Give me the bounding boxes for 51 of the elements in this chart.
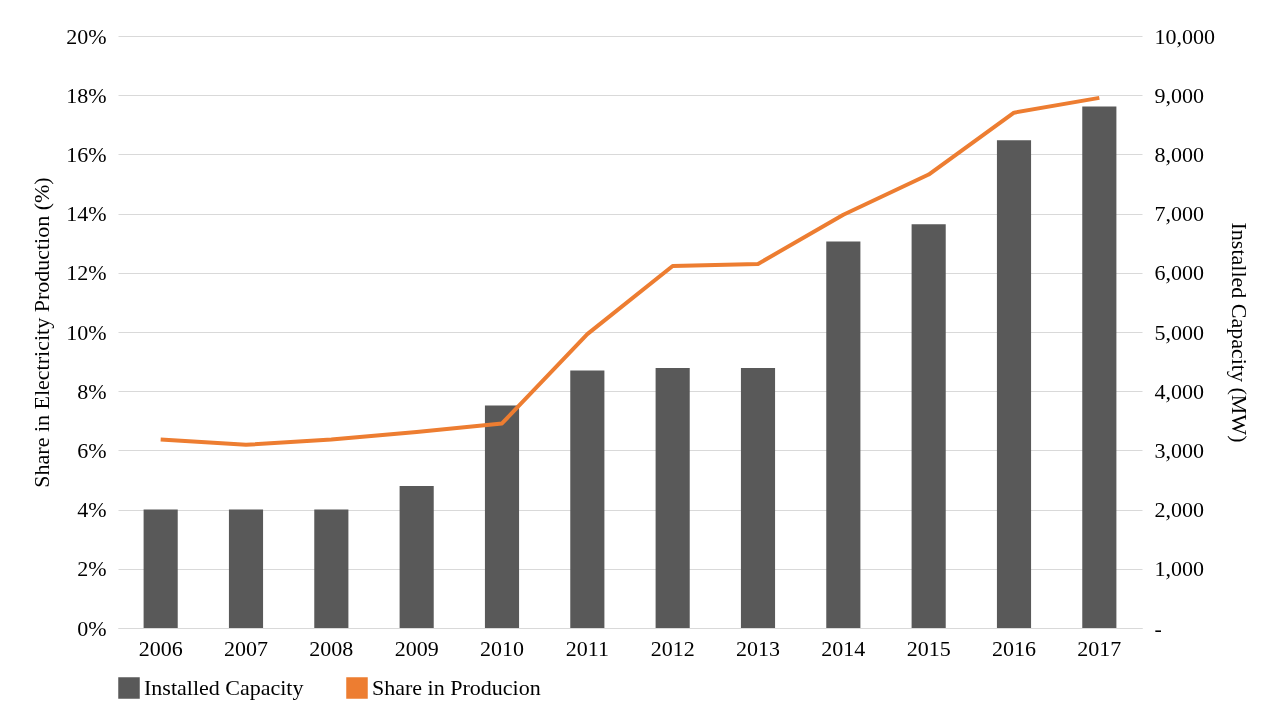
y-tick-label: 0%: [77, 615, 107, 641]
y2-tick-label: 5,000: [1154, 319, 1204, 345]
bar: [740, 368, 776, 628]
legend-label: Installed Capacity: [144, 675, 304, 700]
y2-tick-label: 2,000: [1154, 497, 1204, 523]
bar: [996, 140, 1032, 628]
y-tick-label: 14%: [66, 201, 107, 227]
y-tick-label: 8%: [77, 378, 107, 404]
x-tick-label: 2011: [565, 635, 609, 661]
y2-tick-label: 9,000: [1154, 82, 1204, 108]
x-tick-label: 2014: [821, 635, 866, 661]
y2-tick-label: 4,000: [1154, 378, 1204, 404]
x-tick-label: 2016: [992, 635, 1036, 661]
y-tick-label: 16%: [66, 141, 107, 167]
bar: [1082, 106, 1117, 628]
line-series: [158, 95, 1102, 447]
x-tick-label: 2013: [736, 635, 780, 661]
x-tick-label: 2007: [224, 635, 268, 661]
bar: [570, 370, 605, 628]
bar: [228, 509, 264, 628]
x-tick-label: 2009: [394, 635, 439, 661]
y-tick-label: 6%: [77, 437, 107, 463]
y-tick-label: 12%: [66, 260, 107, 286]
x-tick-label: 2012: [650, 635, 695, 661]
y-tick-label: 10%: [66, 319, 107, 345]
legend-label: Share in Producion: [372, 675, 541, 700]
x-tick-label: 2006: [138, 635, 183, 661]
y2-tick-label: 7,000: [1154, 201, 1204, 227]
bar: [399, 485, 434, 628]
y-tick-label: 2%: [77, 556, 107, 582]
y2-tick-label: 6,000: [1154, 260, 1204, 286]
bar: [143, 509, 178, 628]
x-tick-label: 2015: [906, 635, 951, 661]
y2-tick-label: 8,000: [1154, 141, 1204, 167]
y2-tick-label: 3,000: [1154, 437, 1204, 463]
bar: [911, 224, 946, 628]
y2-tick-label: 1,000: [1154, 556, 1204, 582]
y2-tick-label: -: [1154, 615, 1162, 641]
y-tick-label: 4%: [77, 497, 107, 523]
x-tick-label: 2017: [1077, 635, 1122, 661]
bar: [314, 509, 349, 628]
x-tick-label: 2008: [309, 635, 354, 661]
bar: [655, 368, 690, 628]
y2-axis-title: Installed Capacity (MW): [1227, 222, 1252, 443]
y-axis-title: Share in Electricity Production (%): [29, 177, 55, 488]
y2-tick-label: 10,000: [1154, 23, 1215, 49]
y-tick-label: 18%: [66, 82, 107, 108]
bar: [484, 405, 520, 628]
x-tick-label: 2010: [480, 635, 524, 661]
bar: [826, 241, 861, 628]
y-tick-label: 20%: [66, 23, 107, 49]
